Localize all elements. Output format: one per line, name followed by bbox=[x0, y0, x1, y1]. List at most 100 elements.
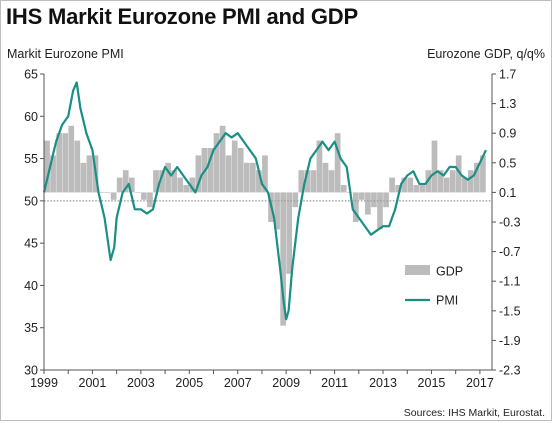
gdp-bar bbox=[189, 177, 196, 193]
gdp-bar bbox=[68, 125, 75, 193]
right-tick-label: 1.3 bbox=[499, 97, 516, 111]
right-tick-label: 1.7 bbox=[499, 68, 516, 82]
gdp-bar bbox=[237, 148, 244, 193]
gdp-bar bbox=[340, 185, 347, 193]
gdp-bar bbox=[443, 177, 450, 193]
gdp-bar bbox=[437, 170, 444, 193]
gdp-bar bbox=[213, 133, 220, 193]
right-tick-label: -0.3 bbox=[499, 216, 521, 230]
right-tick-label: 0.5 bbox=[499, 156, 516, 170]
gdp-bar bbox=[122, 170, 129, 193]
x-tick-label: 2003 bbox=[127, 376, 155, 390]
gdp-bar bbox=[195, 155, 202, 193]
left-tick-label: 55 bbox=[24, 152, 38, 166]
x-tick-label: 2005 bbox=[175, 376, 203, 390]
x-tick-label: 1999 bbox=[30, 376, 58, 390]
gdp-bar bbox=[116, 177, 123, 193]
source-note: Sources: IHS Markit, Eurostat. bbox=[403, 407, 545, 419]
gdp-bar bbox=[74, 140, 81, 193]
gdp-bar bbox=[419, 185, 426, 193]
legend-swatch-gdp bbox=[405, 265, 430, 275]
gdp-bar bbox=[44, 140, 50, 193]
gdp-bar bbox=[310, 170, 317, 193]
gdp-bar bbox=[56, 133, 62, 193]
gdp-bar bbox=[80, 162, 87, 193]
right-tick-label: -0.7 bbox=[499, 245, 521, 259]
gdp-bar bbox=[401, 177, 408, 193]
gdp-bar bbox=[395, 185, 402, 193]
x-tick-label: 2015 bbox=[418, 376, 446, 390]
gdp-bar bbox=[280, 192, 286, 326]
left-tick-label: 60 bbox=[24, 110, 38, 124]
gdp-bar bbox=[62, 133, 69, 193]
gdp-bar bbox=[358, 192, 365, 200]
gdp-bar bbox=[449, 170, 456, 193]
right-tick-label: -1.5 bbox=[499, 304, 521, 318]
gdp-bar bbox=[165, 162, 171, 193]
left-tick-label: 35 bbox=[24, 321, 38, 335]
right-tick-label: 0.1 bbox=[499, 186, 516, 200]
legend-label-gdp: GDP bbox=[436, 265, 463, 279]
pmi-line-group bbox=[42, 81, 487, 321]
gdp-bar bbox=[334, 133, 341, 193]
chart-title: IHS Markit Eurozone PMI and GDP bbox=[6, 4, 358, 29]
x-tick-label: 2009 bbox=[272, 376, 300, 390]
left-tick-label: 40 bbox=[24, 279, 38, 293]
left-axis-title: Markit Eurozone PMI bbox=[7, 47, 124, 61]
gdp-bar bbox=[110, 192, 117, 200]
right-axis-title: Eurozone GDP, q/q% bbox=[427, 47, 545, 61]
gdp-bar bbox=[250, 162, 256, 193]
gdp-bar bbox=[183, 185, 190, 193]
x-tick-label: 2011 bbox=[321, 376, 348, 390]
gdp-bar bbox=[467, 170, 474, 193]
gdp-bar bbox=[461, 177, 468, 193]
x-tick-label: 2017 bbox=[466, 376, 494, 390]
gdp-bar bbox=[274, 192, 280, 230]
right-tick-label: 0.9 bbox=[499, 127, 516, 141]
gdp-bar bbox=[171, 170, 178, 193]
gdp-bar bbox=[134, 192, 141, 193]
pmi-line bbox=[42, 81, 487, 321]
gdp-bar bbox=[371, 192, 377, 208]
left-tick-label: 65 bbox=[24, 68, 38, 82]
gdp-bar bbox=[377, 192, 383, 230]
gdp-bar bbox=[98, 192, 105, 193]
gdp-bar bbox=[231, 140, 238, 193]
gdp-bar bbox=[413, 185, 420, 193]
gdp-bar bbox=[407, 177, 414, 193]
gdp-bar bbox=[177, 177, 184, 193]
gdp-bar bbox=[104, 192, 111, 193]
gdp-bar bbox=[431, 140, 438, 193]
gdp-bar bbox=[389, 177, 395, 193]
right-tick-label: -1.1 bbox=[499, 275, 521, 289]
left-tick-label: 30 bbox=[24, 364, 38, 378]
gdp-bar bbox=[480, 155, 486, 193]
x-tick-label: 2001 bbox=[79, 376, 107, 390]
legend-label-pmi: PMI bbox=[436, 294, 458, 308]
gdp-bar bbox=[147, 192, 153, 208]
gdp-bar bbox=[383, 192, 389, 208]
gdp-bar bbox=[365, 192, 371, 215]
gdp-bar bbox=[243, 162, 250, 193]
gdp-bar bbox=[128, 177, 135, 193]
gdp-bar bbox=[207, 148, 214, 193]
gdp-bar bbox=[219, 125, 226, 193]
gdp-bar bbox=[322, 162, 329, 193]
gdp-bars bbox=[44, 125, 486, 326]
right-tick-label: -1.9 bbox=[499, 334, 521, 348]
gdp-bar bbox=[304, 170, 311, 193]
x-tick-label: 2013 bbox=[369, 376, 397, 390]
axes: 30 35 40 45 50 55 60 65 1.7 1.3 0.9 0.5 0.1 -0.3 -0.7 -… bbox=[24, 68, 520, 391]
gdp-bar bbox=[153, 170, 159, 193]
gdp-bar bbox=[262, 155, 268, 193]
gdp-bar bbox=[225, 155, 232, 193]
right-tick-label: -2.3 bbox=[499, 364, 521, 378]
legend: GDP PMI bbox=[405, 265, 463, 308]
gdp-bar bbox=[159, 170, 165, 193]
gdp-bar bbox=[328, 170, 335, 193]
gdp-bar bbox=[256, 170, 262, 193]
gdp-bar bbox=[141, 192, 147, 200]
gdp-bar bbox=[286, 192, 293, 274]
left-tick-label: 45 bbox=[24, 237, 38, 251]
